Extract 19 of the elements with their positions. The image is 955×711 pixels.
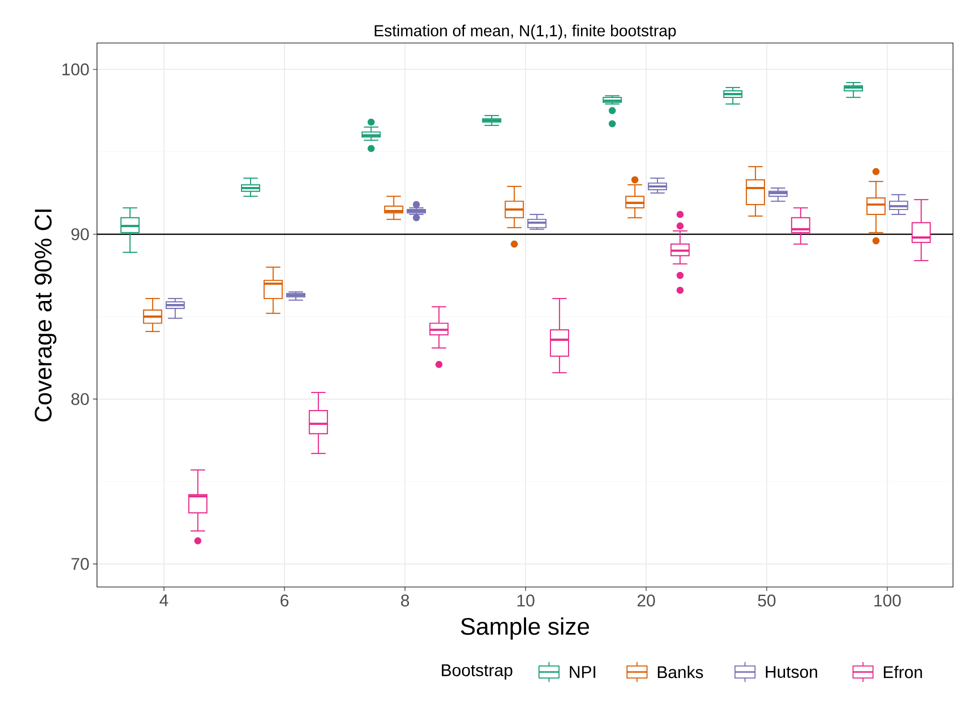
- x-tick-label: 20: [638, 594, 655, 607]
- x-tick-label: 100: [874, 594, 901, 607]
- x-tick-label: 4: [160, 594, 168, 606]
- x-tick-label: 50: [758, 594, 776, 607]
- x-tick-label: 10: [517, 594, 534, 607]
- legend-title: Bootstrap: [442, 664, 512, 680]
- y-tick-label: 80: [71, 393, 89, 406]
- legend-label: NPI: [570, 666, 596, 678]
- legend-label: Hutson: [766, 666, 818, 678]
- y-tick-label: 100: [62, 63, 89, 76]
- chart-title: Estimation of mean, N(1,1), finite bootstrap: [374, 24, 676, 40]
- y-tick-label: 70: [72, 558, 89, 570]
- x-tick-label: 8: [401, 594, 410, 607]
- x-axis-title: Sample size: [460, 617, 590, 640]
- y-axis-title: Coverage at 90% CI: [34, 210, 56, 422]
- y-tick-label: 90: [71, 228, 89, 240]
- legend-label: Banks: [658, 666, 703, 678]
- legend-label: Efron: [884, 666, 922, 678]
- x-tick-label: 6: [280, 594, 288, 607]
